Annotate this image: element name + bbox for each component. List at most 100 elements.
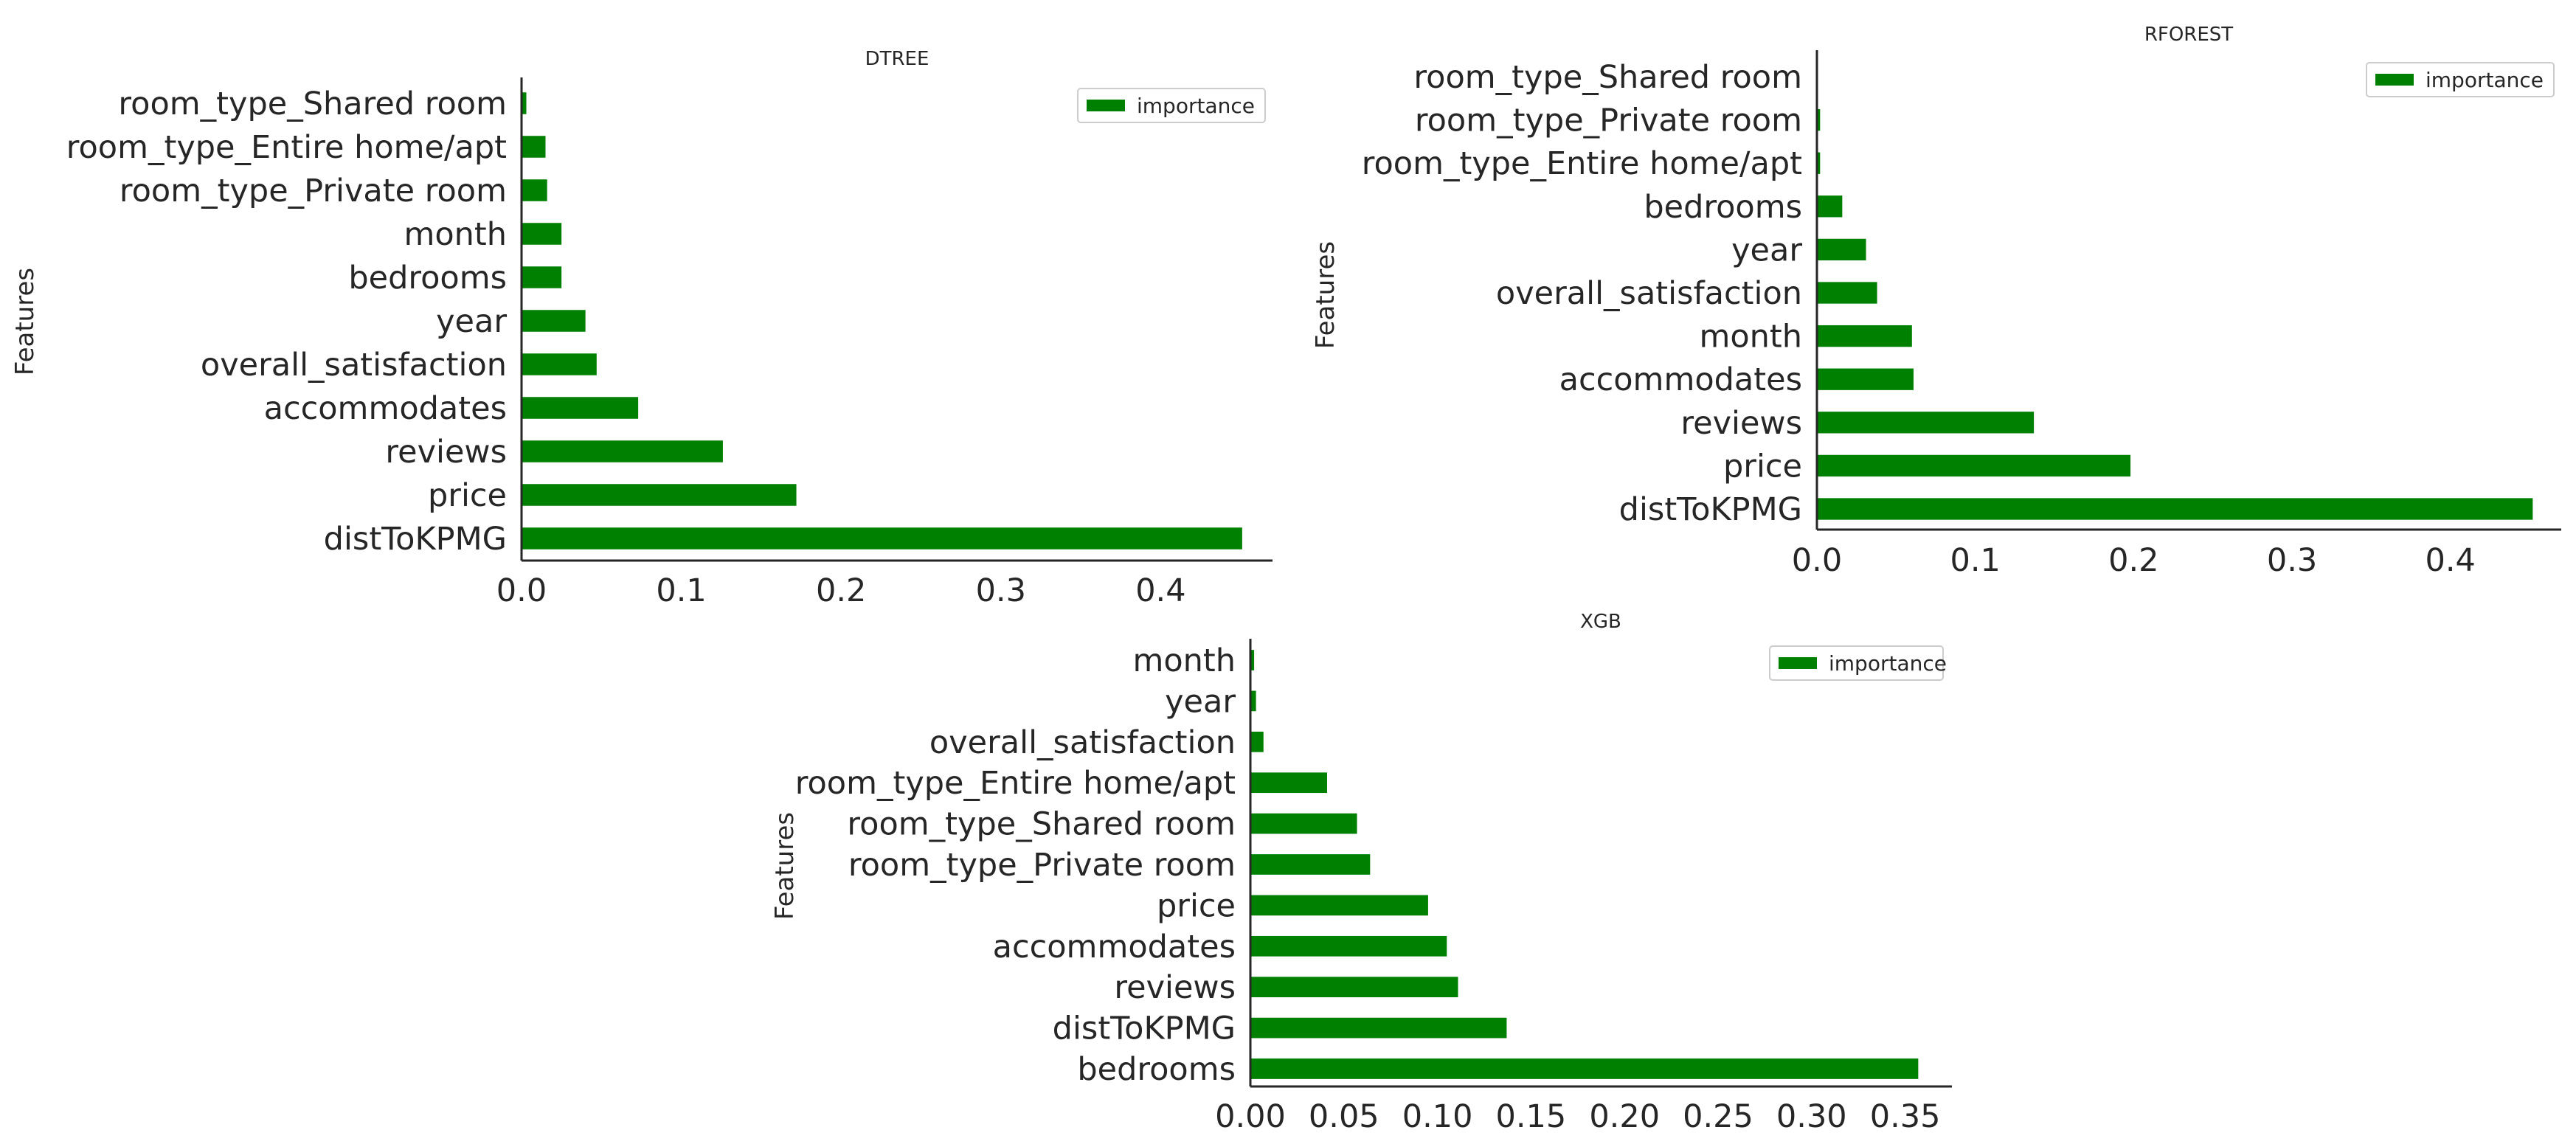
legend-label: importance xyxy=(1829,651,1947,676)
y-tick-label: price xyxy=(1723,448,1802,485)
x-tick-label: 0.3 xyxy=(2267,542,2317,579)
x-tick-label: 0.0 xyxy=(1792,542,1842,579)
x-tick-label: 0.4 xyxy=(1135,572,1185,609)
x-tick-label: 0.35 xyxy=(1870,1098,1941,1135)
bar-room-type-shared-room xyxy=(522,92,527,114)
y-tick-label: room_type_Shared room xyxy=(118,86,507,122)
legend: importance xyxy=(1077,88,1266,123)
y-tick-label: room_type_Private room xyxy=(848,847,1236,884)
x-tick-label: 0.25 xyxy=(1683,1098,1753,1135)
legend-frame xyxy=(1077,88,1266,123)
y-tick-label: price xyxy=(1157,887,1236,924)
y-tick-label: room_type_Shared room xyxy=(1413,59,1802,96)
y-tick-label: room_type_Entire home/apt xyxy=(795,765,1236,802)
y-axis-label: Features xyxy=(1311,241,1340,349)
bar-room-type-private-room xyxy=(1817,108,1821,131)
x-tick-label: 0.2 xyxy=(2108,542,2158,579)
bar-reviews xyxy=(522,440,723,462)
bar-bedrooms xyxy=(1250,1058,1919,1079)
bar-room-type-private-room xyxy=(1250,854,1371,875)
bar-year xyxy=(522,310,586,332)
chart-title: RFOREST xyxy=(2144,24,2233,46)
bar-year xyxy=(1250,690,1256,712)
chart-title: XGB xyxy=(1580,611,1621,633)
legend-label: importance xyxy=(1137,94,1255,118)
y-tick-label: month xyxy=(1699,319,1802,356)
bar-room-type-shared-room xyxy=(1250,813,1357,834)
x-tick-label: 0.30 xyxy=(1776,1098,1847,1135)
bar-disttokpmg xyxy=(1817,498,2533,520)
y-tick-label: reviews xyxy=(1680,405,1802,442)
legend-frame xyxy=(2366,62,2555,97)
legend: importance xyxy=(2366,62,2555,97)
legend-swatch xyxy=(1779,657,1817,669)
x-tick-label: 0.00 xyxy=(1215,1098,1286,1135)
x-tick-label: 0.3 xyxy=(976,572,1026,609)
bar-overall-satisfaction xyxy=(1817,282,1877,304)
bar-overall-satisfaction xyxy=(522,353,597,375)
y-tick-label: distToKPMG xyxy=(1053,1010,1236,1047)
x-tick-label: 0.1 xyxy=(656,572,706,609)
y-tick-label: room_type_Shared room xyxy=(847,806,1236,843)
x-tick-label: 0.05 xyxy=(1309,1098,1379,1135)
y-tick-label: room_type_Private room xyxy=(120,173,507,209)
bar-disttokpmg xyxy=(522,527,1242,550)
legend: importance xyxy=(1769,645,1947,681)
bar-reviews xyxy=(1250,977,1458,998)
bar-room-type-entire-home-apt xyxy=(1817,152,1821,174)
x-tick-label: 0.20 xyxy=(1589,1098,1660,1135)
y-tick-label: room_type_Entire home/apt xyxy=(1362,145,1802,182)
y-tick-label: accommodates xyxy=(993,929,1236,966)
bar-year xyxy=(1817,238,1866,261)
y-tick-label: overall_satisfaction xyxy=(929,724,1236,761)
chart-title: DTREE xyxy=(865,48,929,70)
y-tick-label: bedrooms xyxy=(348,260,507,297)
y-tick-label: reviews xyxy=(1114,969,1236,1006)
y-tick-label: distToKPMG xyxy=(1619,491,1802,528)
y-axis-label: Features xyxy=(770,812,800,920)
bar-price xyxy=(522,484,797,506)
bar-month xyxy=(1250,650,1255,670)
y-tick-label: overall_satisfaction xyxy=(1496,275,1802,312)
y-tick-label: price xyxy=(428,477,507,514)
x-tick-label: 0.0 xyxy=(496,572,547,609)
y-tick-label: distToKPMG xyxy=(324,521,507,558)
legend-label: importance xyxy=(2426,68,2544,92)
bar-room-type-entire-home-apt xyxy=(1250,772,1327,794)
y-tick-label: year xyxy=(1165,683,1236,720)
bar-month xyxy=(1817,325,1912,347)
x-tick-label: 0.10 xyxy=(1402,1098,1473,1135)
bar-disttokpmg xyxy=(1250,1017,1507,1039)
y-tick-label: accommodates xyxy=(1559,361,1802,398)
bar-accommodates xyxy=(1250,935,1447,957)
y-tick-label: year xyxy=(1731,232,1802,268)
y-tick-label: overall_satisfaction xyxy=(201,347,507,384)
bar-price xyxy=(1250,895,1428,916)
y-tick-label: reviews xyxy=(385,434,507,471)
legend-frame xyxy=(1769,645,1944,681)
y-tick-label: accommodates xyxy=(264,390,507,427)
y-tick-label: month xyxy=(1132,642,1236,679)
x-tick-label: 0.15 xyxy=(1496,1098,1567,1135)
bar-bedrooms xyxy=(522,266,562,288)
bar-accommodates xyxy=(1817,368,1914,390)
y-tick-label: bedrooms xyxy=(1644,189,1802,226)
y-tick-label: month xyxy=(404,216,507,253)
x-tick-label: 0.2 xyxy=(816,572,866,609)
chart-panel-rforest: RFOREST Features distToKPMG price reviews acc… xyxy=(1311,24,2561,579)
y-axis-label: Features xyxy=(10,268,40,375)
bar-month xyxy=(522,223,562,245)
y-tick-label: year xyxy=(436,303,507,340)
legend-swatch xyxy=(1087,100,1125,111)
x-tick-label: 0.1 xyxy=(1950,542,2000,579)
bar-overall-satisfaction xyxy=(1250,731,1264,752)
y-tick-label: room_type_Private room xyxy=(1415,103,1802,139)
bar-accommodates xyxy=(522,397,639,419)
legend-swatch xyxy=(2375,74,2414,86)
y-tick-label: bedrooms xyxy=(1077,1051,1236,1088)
y-tick-label: room_type_Entire home/apt xyxy=(66,129,507,166)
bar-bedrooms xyxy=(1817,195,1843,218)
bar-reviews xyxy=(1817,412,2035,434)
bar-room-type-entire-home-apt xyxy=(522,136,546,158)
